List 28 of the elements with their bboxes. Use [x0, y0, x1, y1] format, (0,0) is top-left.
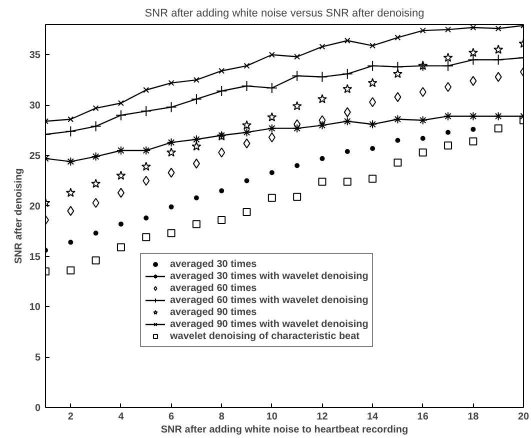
- x-tick-label: 8: [218, 412, 225, 422]
- x-tick-label: 12: [316, 412, 328, 422]
- y-tick-label: 20: [29, 201, 41, 212]
- y-axis-title: SNR after denoising: [13, 168, 24, 264]
- x-tick-label: 20: [518, 412, 530, 422]
- y-tick-label: 15: [29, 252, 41, 263]
- legend-label: averaged 30 times: [170, 258, 257, 270]
- y-tick-label: 5: [34, 352, 41, 364]
- legend-label: averaged 60 times: [170, 282, 257, 294]
- legend-label: wavelet denoising of characteristic beat: [170, 330, 360, 342]
- y-tick-label: 30: [29, 100, 41, 112]
- chart-title: SNR after adding white noise versus SNR after denoising: [144, 8, 424, 20]
- y-tick-label: 10: [29, 302, 41, 314]
- legend-label: averaged 90 times: [170, 306, 257, 318]
- legend-label: averaged 90 times with wavelet denoising: [170, 318, 368, 330]
- legend-label: averaged 30 times with wavelet denoising: [170, 270, 368, 282]
- x-tick-label: 2: [68, 412, 74, 422]
- y-tick-label: 0: [34, 403, 41, 414]
- x-tick-label: 16: [417, 412, 429, 422]
- x-tick-label: 10: [266, 412, 278, 422]
- y-tick-label: 35: [29, 50, 41, 62]
- x-axis-title: SNR after adding white noise to heartbeat recording: [160, 424, 408, 436]
- legend-label: averaged 60 times with wavelet denoising: [170, 294, 368, 306]
- y-tick-label: 25: [29, 151, 41, 162]
- x-tick-label: 14: [366, 412, 379, 422]
- x-tick-label: 6: [168, 412, 175, 422]
- x-tick-label: 4: [118, 412, 124, 422]
- x-tick-label: 18: [468, 412, 480, 422]
